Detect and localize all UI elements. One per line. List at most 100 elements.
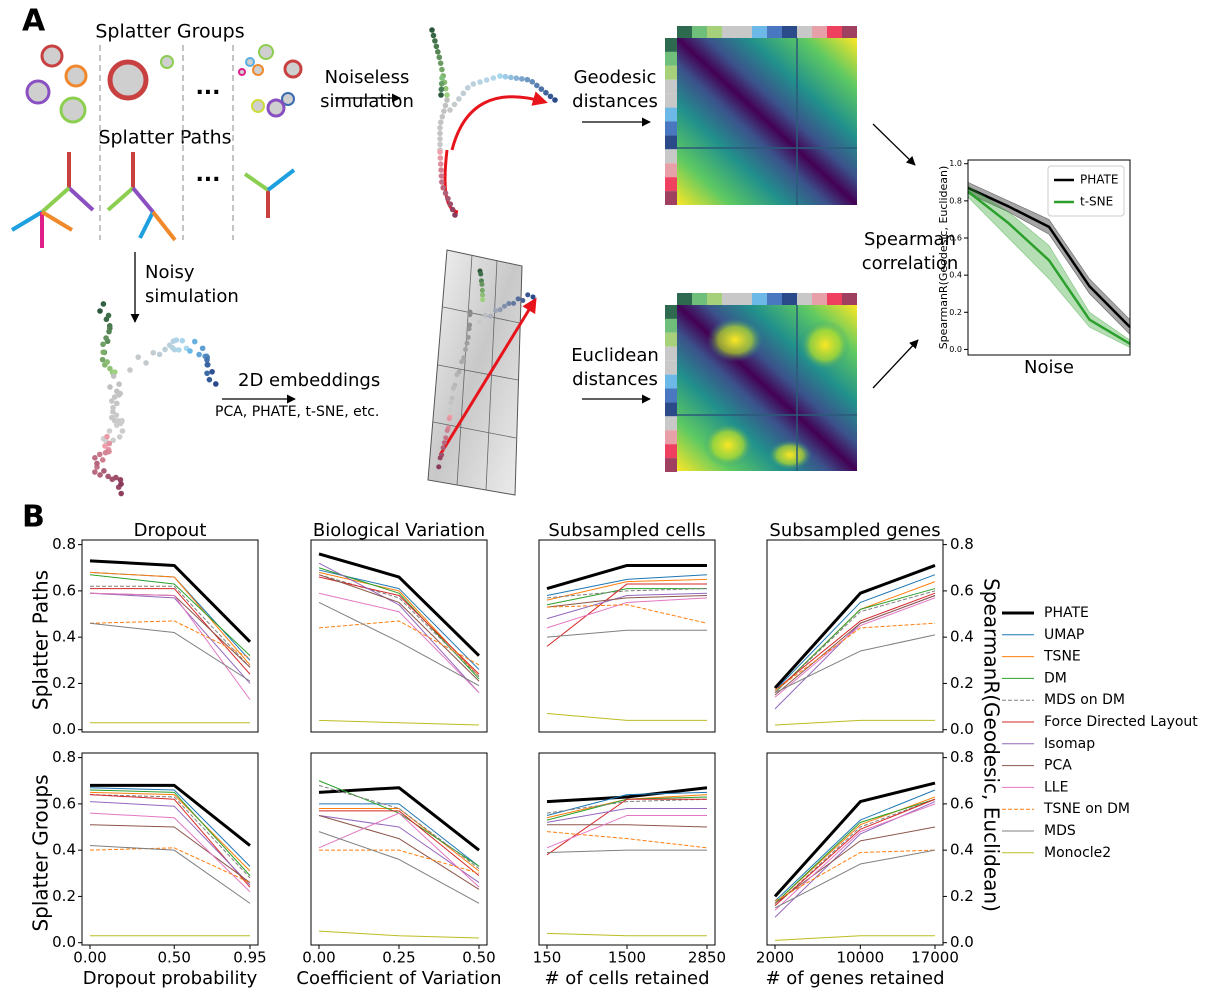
strip-cell [665, 374, 677, 389]
cell-dot [438, 86, 445, 93]
line-chart: Subsampled cells [538, 520, 716, 733]
cell-dot [438, 173, 445, 179]
cell-dot [176, 347, 182, 353]
strip-cell [752, 26, 767, 38]
cell-dot [103, 335, 109, 341]
cell-dot [437, 161, 444, 167]
x-tick-label: 0.95 [233, 949, 266, 967]
noisy-label: simulation [145, 286, 239, 307]
cell-dot [105, 312, 112, 319]
cell-dot [477, 319, 483, 325]
series-line [318, 592, 480, 694]
cell-dot [439, 179, 445, 185]
cell-dot [204, 357, 210, 363]
cell-dot [116, 434, 123, 440]
strip-cell [782, 26, 797, 38]
series-line [89, 571, 251, 666]
legend-label: MDS on DM [1044, 692, 1125, 708]
y-tick-label: 0.4 [950, 628, 974, 646]
legend-label: PHATE [1080, 173, 1118, 187]
x-axis-label: # of cells retained [544, 968, 709, 989]
cell-dot [534, 82, 540, 89]
series-line [318, 831, 480, 904]
series-line [318, 814, 480, 883]
panel-a: A Splatter Groups Splatter Paths ... ... [10, 4, 958, 497]
legend-label: Monocle2 [1044, 845, 1111, 861]
cell-dot [156, 351, 163, 358]
series-line [89, 845, 251, 904]
cell-dot [437, 60, 444, 66]
geodesic-heatmap [677, 38, 857, 205]
cell-dot [470, 81, 477, 87]
cell-dot [464, 84, 471, 91]
series-line [90, 783, 251, 847]
strip-cell [665, 107, 677, 122]
cell-dot [497, 307, 503, 313]
series-line [89, 791, 251, 872]
plot-frame [310, 539, 488, 733]
euclidean-label: Euclidean [571, 345, 659, 366]
cell-dot [173, 337, 180, 343]
cell-dot [436, 54, 443, 61]
series-line [89, 824, 251, 883]
cell-dot [96, 451, 103, 458]
cell-dot [106, 328, 112, 335]
cell-dot [100, 349, 107, 356]
paths-title: Splatter Paths [98, 127, 231, 149]
cell-dot [444, 427, 450, 433]
legend-label: UMAP [1044, 627, 1084, 643]
cell-dot [106, 428, 113, 434]
cell-dot [437, 141, 443, 148]
strip-cell [677, 293, 692, 305]
cell-dot [110, 404, 116, 411]
cell-dot [107, 384, 113, 390]
cell-dot [502, 73, 509, 80]
legend-label: MDS [1044, 823, 1076, 839]
cell-dot [110, 373, 117, 379]
cell-dot [525, 292, 531, 298]
geodesic-label: distances [572, 91, 658, 112]
series-line [318, 784, 480, 870]
strip-cell [665, 305, 677, 319]
strip-cell [692, 26, 707, 38]
cell-dot [483, 77, 490, 83]
plot-frame [766, 752, 944, 946]
noiseless-label: simulation [320, 91, 414, 112]
y-tick-label: 0.0 [52, 720, 76, 738]
series-line [546, 849, 707, 853]
y-tick-label: 0.8 [52, 748, 76, 766]
strip-cell [782, 293, 797, 305]
y-tick-label: 0.2 [52, 674, 76, 692]
series-line [774, 595, 936, 696]
cell-dot [437, 124, 443, 131]
series-line [774, 796, 936, 904]
series-line [89, 592, 251, 684]
series-line [319, 810, 480, 876]
cell-dot [113, 422, 120, 428]
strip-cell [665, 135, 677, 150]
strip-cell [707, 26, 722, 38]
cell-dot [479, 287, 485, 293]
cell-dot [461, 355, 467, 361]
strip-cell [737, 293, 752, 305]
series-line [546, 588, 707, 606]
cell-dot [460, 90, 467, 97]
cell-dot [508, 74, 514, 81]
panel-label: A [22, 4, 46, 39]
cell-dot [463, 346, 469, 352]
cell-dot [467, 312, 473, 318]
geodesic-label: Geodesic [574, 67, 657, 88]
series-line [773, 564, 936, 690]
y-tick-label: 0.8 [52, 535, 76, 553]
group-circles [25, 44, 303, 124]
spearman-label: Spearman [864, 229, 956, 250]
y-tick-label: 0.4 [950, 841, 974, 859]
x-tick-label: 1500 [608, 949, 646, 967]
series-line [774, 798, 936, 907]
y-tick-label: 0.8 [950, 748, 974, 766]
cell-dot [465, 334, 471, 340]
cell-dot [430, 32, 437, 39]
series-line [318, 812, 480, 888]
series-line [546, 786, 708, 804]
